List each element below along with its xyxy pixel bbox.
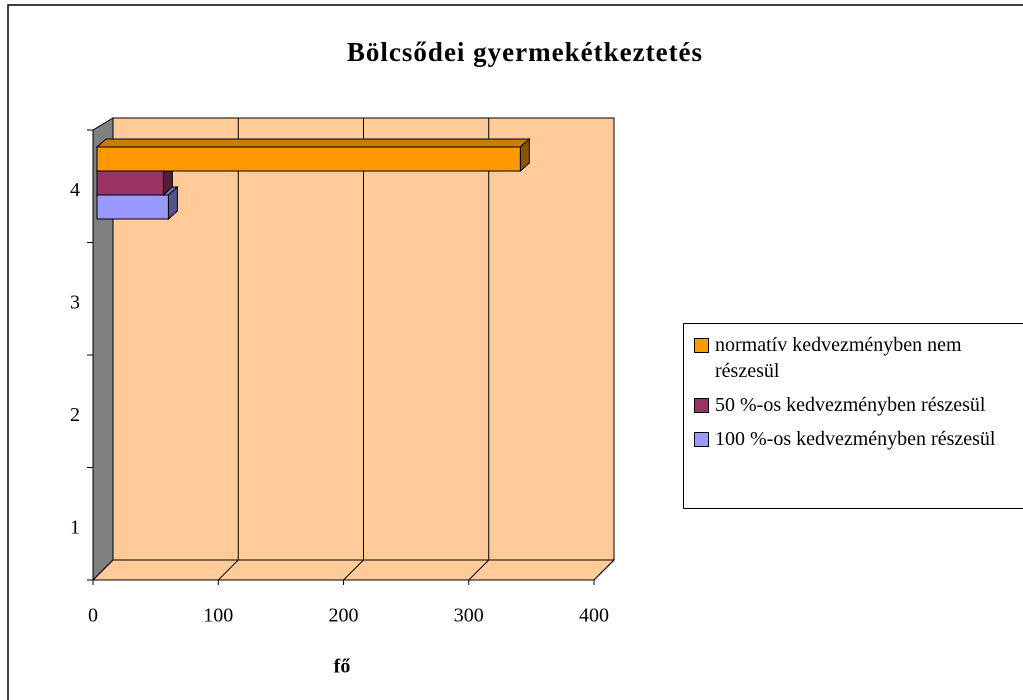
x-tick-label: 100 bbox=[203, 605, 233, 627]
bar bbox=[96, 170, 164, 196]
legend-entry: normatív kedvezményben nem részesül bbox=[694, 332, 1023, 384]
x-tick-label: 400 bbox=[579, 605, 609, 627]
floor-grid-line bbox=[468, 559, 490, 581]
x-axis-label: fő bbox=[334, 656, 351, 678]
legend-swatch bbox=[694, 338, 709, 353]
x-tick-label: 200 bbox=[329, 605, 359, 627]
legend-label: 100 %-os kedvezményben részesül bbox=[715, 428, 996, 450]
floor-grid-line bbox=[343, 559, 364, 581]
floor-grid-line bbox=[593, 559, 615, 581]
legend-entry: 100 %-os kedvezményben részesül bbox=[694, 426, 1023, 452]
legend-swatch bbox=[694, 432, 709, 447]
y-tick-label: 3 bbox=[70, 291, 80, 313]
floor-grid-line bbox=[92, 559, 114, 581]
plot: 0 100 200 300 400 1 2 3 4 bbox=[70, 118, 615, 627]
legend-swatch bbox=[694, 398, 709, 413]
bar bbox=[96, 194, 169, 220]
legend-label: normatív kedvezményben nem részesül bbox=[715, 334, 962, 382]
y-tick-label: 2 bbox=[70, 404, 80, 426]
legend-entry: 50 %-os kedvezményben részesül bbox=[694, 392, 1023, 418]
x-tick-label: 0 bbox=[88, 605, 98, 627]
legend: normatív kedvezményben nem részesül 50 %-… bbox=[683, 323, 1023, 509]
floor-grid-line bbox=[217, 559, 239, 581]
legend-label: 50 %-os kedvezményben részesül bbox=[715, 394, 986, 416]
bar-top bbox=[95, 138, 531, 148]
chart-title: Bölcsődei gyermekétkeztetés bbox=[347, 37, 703, 67]
y-tick-label: 1 bbox=[70, 516, 80, 538]
bar bbox=[96, 146, 521, 172]
chart-border bbox=[7, 4, 1023, 700]
x-tick-label: 300 bbox=[454, 605, 484, 627]
y-tick-label: 4 bbox=[70, 179, 80, 201]
